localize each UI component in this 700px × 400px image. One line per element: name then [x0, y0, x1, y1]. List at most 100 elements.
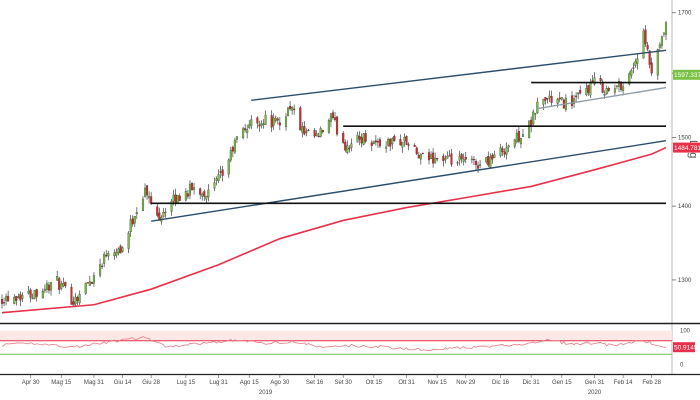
candle-body	[199, 188, 202, 195]
last-value-tag-label: 1597.3378	[674, 72, 700, 79]
candle-body	[133, 216, 136, 224]
candle-body	[458, 156, 461, 161]
candle-body	[427, 152, 431, 161]
candle-body	[630, 70, 633, 76]
price-tick-label: 1700	[678, 11, 692, 17]
candle-body	[528, 120, 531, 138]
candle-body	[575, 95, 578, 98]
candle-body	[501, 148, 504, 152]
candle-body	[513, 139, 516, 147]
candle-body	[331, 112, 335, 119]
candle-body	[0, 299, 4, 304]
candle-body	[56, 276, 59, 281]
candle-body	[72, 301, 75, 306]
oscillator-last-value-label: 50.9145	[674, 344, 698, 351]
candle-body	[485, 157, 488, 163]
candle-body	[415, 147, 418, 155]
candle-body	[219, 171, 222, 173]
candle-body	[201, 193, 204, 197]
last-value-tag	[673, 142, 700, 153]
candle-body	[589, 82, 592, 96]
candle-body	[515, 133, 518, 143]
candle-body	[141, 198, 145, 211]
candle-body	[221, 169, 224, 176]
candle-body	[393, 136, 396, 141]
candle-body	[88, 281, 91, 286]
candle-body	[284, 116, 288, 127]
candle-body	[244, 128, 247, 131]
candle-body	[150, 196, 153, 205]
oscillator-tick-label: 100	[680, 329, 691, 335]
candle-body	[64, 281, 67, 287]
candle-body	[450, 153, 453, 165]
candle-body	[58, 278, 61, 290]
date-tick-label: Ott 31	[398, 380, 415, 386]
candle-body	[170, 200, 173, 212]
candle-body	[47, 284, 51, 291]
candle-body	[305, 131, 308, 133]
candle-body	[13, 296, 16, 304]
candle-body	[205, 196, 208, 200]
candle-body	[348, 148, 351, 150]
candle-body	[499, 147, 502, 156]
candle-body	[76, 296, 79, 301]
candle-body	[17, 296, 20, 299]
candle-body	[403, 137, 406, 142]
candle-body	[19, 294, 22, 301]
candle-body	[329, 113, 332, 122]
candle-body	[658, 44, 661, 48]
candle-body	[372, 141, 375, 144]
candle-body	[342, 132, 345, 143]
candle-body	[7, 295, 10, 302]
candle-body	[479, 164, 482, 166]
candle-body	[276, 118, 279, 121]
date-tick-label: Ago 15	[240, 380, 260, 386]
candle-body	[442, 155, 445, 161]
candle-body	[350, 143, 353, 148]
candle-body	[446, 155, 449, 159]
candle-body	[105, 255, 108, 257]
candle-body	[376, 141, 379, 143]
candle-body	[360, 137, 363, 144]
candle-body	[477, 165, 480, 169]
candle-body	[99, 264, 102, 276]
candle-body	[256, 117, 259, 124]
candle-body	[162, 212, 165, 217]
candle-body	[556, 99, 559, 104]
candle-body	[356, 134, 359, 143]
candle-body	[474, 160, 478, 166]
candle-body	[632, 67, 635, 69]
year-label: 2020	[588, 390, 602, 396]
candle-body	[278, 122, 281, 126]
candle-body	[29, 289, 32, 298]
date-tick-label: Lug 31	[209, 380, 228, 386]
date-tick-label: Nov 29	[456, 380, 476, 386]
candle-body	[184, 191, 187, 201]
last-value-tag-label: 1484.7817	[674, 145, 700, 152]
candle-body	[362, 133, 365, 145]
candle-body	[593, 77, 596, 85]
date-tick-label: Set 16	[306, 380, 324, 386]
candle-body	[31, 297, 34, 300]
candle-body	[107, 253, 110, 257]
last-value-tag	[673, 69, 700, 80]
candle-body	[43, 288, 46, 291]
date-tick-label: Giu 28	[142, 380, 160, 386]
candle-body	[250, 119, 253, 126]
candle-body	[407, 144, 410, 146]
candle-body	[346, 145, 349, 153]
candle-body	[534, 113, 537, 115]
candle-body	[90, 281, 93, 284]
oscillator-tick-label: 0	[680, 362, 684, 368]
candle-body	[550, 96, 553, 103]
candle-body	[448, 155, 451, 157]
candle-body	[158, 212, 161, 221]
candle-body	[307, 130, 310, 132]
candle-body	[491, 154, 494, 160]
candle-body	[370, 142, 373, 146]
candle-body	[258, 124, 261, 127]
candle-body	[601, 81, 604, 93]
candle-body	[634, 61, 637, 66]
candle-body	[570, 95, 574, 107]
